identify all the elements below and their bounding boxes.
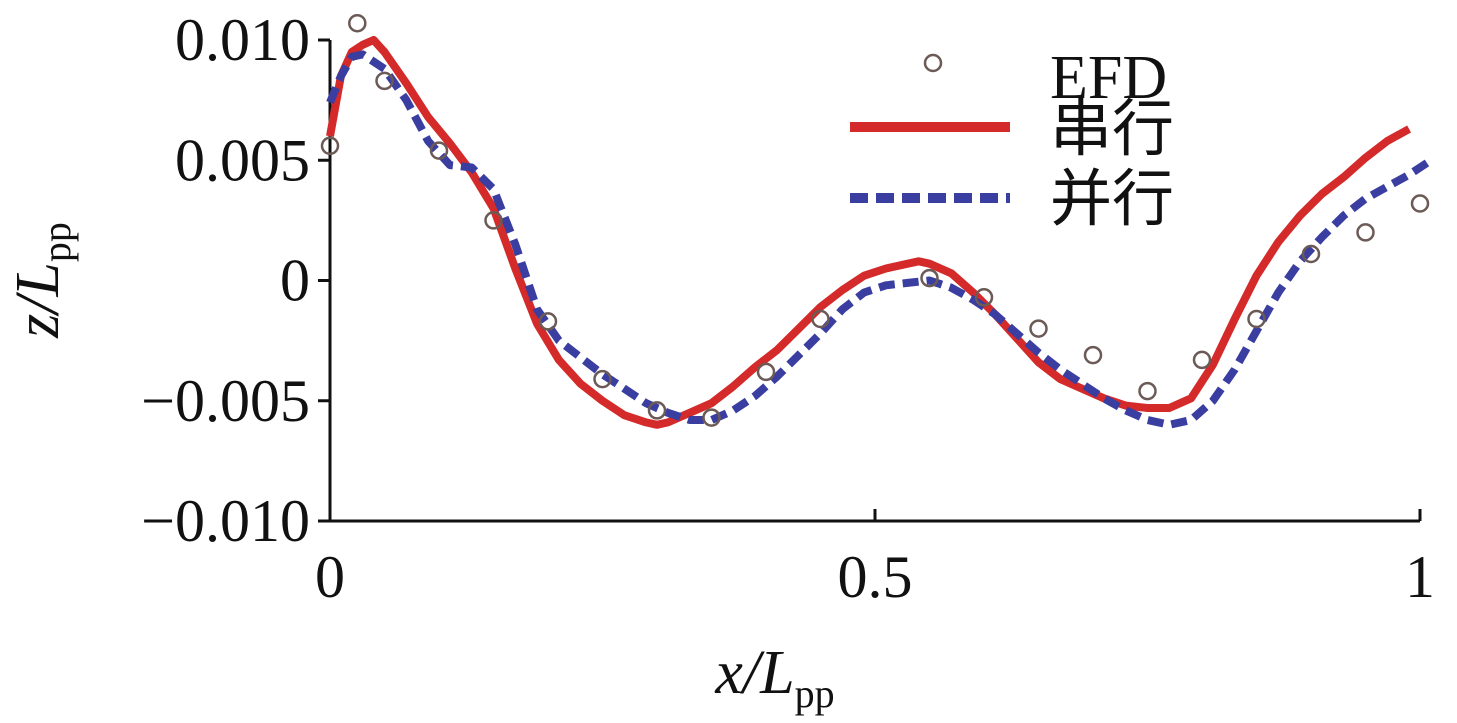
x-tick-label: 0.5 — [838, 544, 913, 610]
x-tick-label: 0 — [315, 544, 345, 610]
efd-point — [811, 309, 830, 329]
efd-point — [484, 211, 503, 230]
ticks: −0.010 −0.005 0 0.005 0.010 0 0.5 1 — [141, 7, 1435, 610]
y-axis-title: z/Lpp — [4, 222, 79, 339]
legend-serial-label: 串行 — [1050, 96, 1174, 164]
efd-point — [375, 71, 394, 91]
efd-point — [320, 136, 340, 156]
legend-efd-marker — [923, 53, 943, 73]
y-tick-label: −0.005 — [141, 368, 310, 434]
efd-point — [974, 288, 994, 307]
legend: EFD 串行 并行 — [850, 44, 1174, 234]
efd-point — [429, 141, 449, 160]
y-tick-label: 0.005 — [175, 127, 310, 193]
x-axis-label: x/Lpp — [714, 639, 834, 716]
efd-point — [593, 369, 612, 389]
efd-point — [348, 13, 367, 33]
efd-point — [1083, 345, 1103, 365]
efd-point — [538, 312, 558, 331]
parallel-series-line — [326, 50, 1434, 429]
efd-point — [756, 362, 776, 382]
series-layer — [320, 13, 1434, 429]
x-tick-label: 1 — [1405, 544, 1435, 610]
y-tick-label: −0.010 — [141, 488, 310, 554]
efd-point — [1138, 381, 1157, 401]
efd-point — [1029, 319, 1048, 338]
y-tick-label: 0 — [280, 248, 310, 314]
serial-series-line — [326, 36, 1412, 429]
efd-point — [1356, 223, 1375, 242]
legend-efd-label: EFD — [1050, 44, 1167, 112]
efd-point — [1301, 244, 1321, 264]
efd-point — [1192, 350, 1212, 370]
efd-point — [702, 408, 721, 427]
y-tick-label: 0.010 — [175, 7, 310, 73]
y-axis-label: z/Lpp — [4, 222, 79, 339]
efd-point — [1247, 309, 1266, 329]
efd-point — [1410, 194, 1430, 213]
legend-parallel-label: 并行 — [1050, 166, 1174, 234]
efd-point — [920, 268, 939, 288]
efd-point — [647, 401, 667, 420]
